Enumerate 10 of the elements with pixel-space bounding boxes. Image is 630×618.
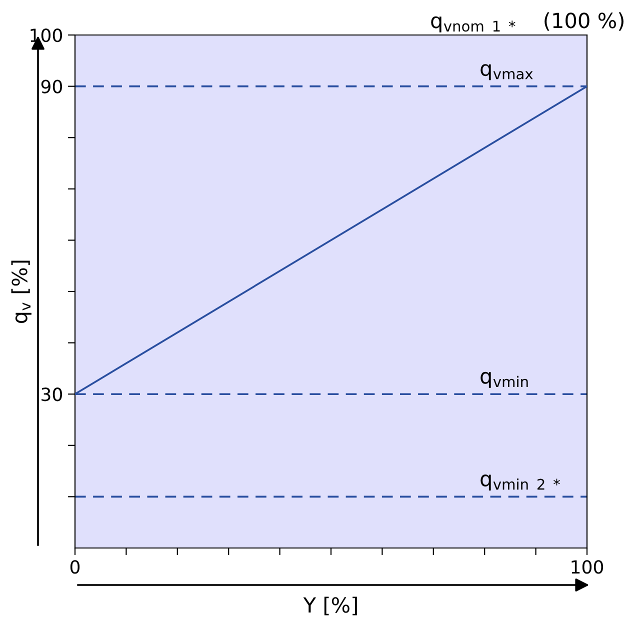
y-axis-title: q$_{v}$ [%] bbox=[11, 260, 32, 324]
x-tick-label: 0 bbox=[70, 560, 80, 574]
text: q$_{vnom 1 *}$ (100 %) bbox=[431, 12, 624, 32]
y-tick-label: 90 bbox=[41, 80, 62, 94]
y-tick-label: 100 bbox=[30, 28, 62, 42]
ref-line-label: q$_{vmin 2 *}$ bbox=[480, 474, 560, 490]
y-tick-label: 30 bbox=[42, 388, 62, 402]
ref-line-label: q$_{vmin}$ bbox=[480, 372, 528, 388]
x-axis-title: Y [%] bbox=[303, 596, 357, 616]
ref-line-label: q$_{vmax}$ bbox=[480, 64, 533, 80]
